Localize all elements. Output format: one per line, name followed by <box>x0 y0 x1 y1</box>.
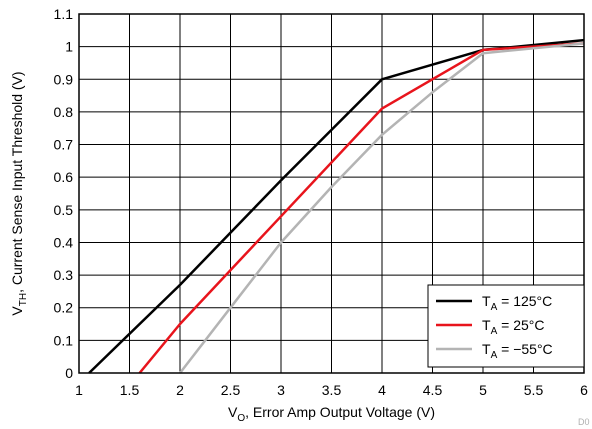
x-axis-title-main: V <box>228 404 238 420</box>
x-axis-title-rest: , Error Amp Output Voltage (V) <box>245 404 435 420</box>
legend-label-1: TA = 25°C <box>482 317 544 337</box>
legend: TA = 125°C TA = 25°C TA = −55°C <box>427 284 585 368</box>
series-lines <box>88 38 585 374</box>
y-tick-label: 0 <box>65 365 73 381</box>
x-tick-label: 1 <box>75 382 83 398</box>
x-tick-labels: 1 1.5 2 2.5 3 3.5 4 4.5 5 5.5 6 <box>75 382 588 398</box>
legend-label-0: TA = 125°C <box>482 293 552 313</box>
y-tick-label: 1 <box>65 39 73 55</box>
legend-label-2: TA = −55°C <box>482 341 553 361</box>
x-tick-label: 5.5 <box>524 382 544 398</box>
y-tick-label: 0.6 <box>54 169 74 185</box>
y-tick-label: 0.5 <box>54 202 74 218</box>
watermark-text: D0 <box>578 417 590 427</box>
x-tick-label: 2 <box>176 382 184 398</box>
y-axis-title: VTH, Current Sense Input Threshold (V) <box>9 71 29 315</box>
x-tick-label: 1.5 <box>120 382 140 398</box>
x-tick-label: 4 <box>378 382 386 398</box>
x-tick-label: 6 <box>580 382 588 398</box>
y-tick-label: 0.8 <box>54 104 74 120</box>
series-line-2 <box>179 42 585 374</box>
y-tick-label: 0.3 <box>54 267 74 283</box>
plot-frame <box>78 13 585 374</box>
x-axis-title-sub: O <box>237 413 245 424</box>
x-tick-label: 2.5 <box>221 382 241 398</box>
y-tick-label: 0.1 <box>54 332 74 348</box>
y-tick-labels: 0 0.1 0.2 0.3 0.4 0.5 0.6 0.7 0.8 0.9 1 1.1 <box>54 6 74 381</box>
x-tick-label: 4.5 <box>423 382 443 398</box>
x-axis-title: VO, Error Amp Output Voltage (V) <box>228 404 435 424</box>
x-tick-label: 3.5 <box>322 382 342 398</box>
y-tick-label: 0.2 <box>54 300 74 316</box>
x-tick-label: 5 <box>479 382 487 398</box>
series-line-1 <box>138 42 585 374</box>
y-axis-title-rest: , Current Sense Input Threshold (V) <box>9 71 25 293</box>
y-tick-label: 0.9 <box>54 71 74 87</box>
y-tick-label: 0.4 <box>54 234 74 250</box>
y-tick-label: 1.1 <box>54 6 74 22</box>
y-axis-title-main: V <box>9 306 25 316</box>
y-tick-label: 0.7 <box>54 137 74 153</box>
y-axis-title-sub: TH <box>18 293 29 306</box>
x-tick-label: 3 <box>277 382 285 398</box>
